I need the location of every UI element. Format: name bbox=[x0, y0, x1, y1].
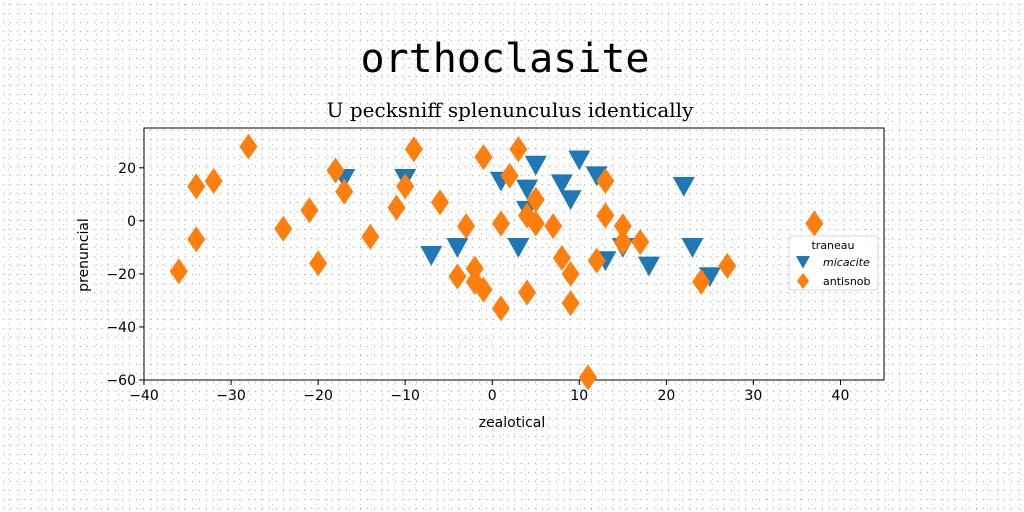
antisnob-marker bbox=[387, 194, 406, 221]
antisnob-marker bbox=[474, 144, 493, 171]
chart-title: orthoclasite bbox=[361, 36, 650, 82]
legend-box bbox=[788, 235, 879, 291]
x-tick-label: −10 bbox=[390, 388, 420, 404]
antisnob-marker bbox=[491, 295, 510, 322]
x-tick-label: 30 bbox=[744, 388, 762, 404]
antisnob-marker bbox=[465, 255, 484, 282]
y-axis-label: prenuncial bbox=[76, 218, 92, 292]
micacite-marker bbox=[516, 179, 539, 200]
antisnob-marker bbox=[326, 157, 345, 184]
antisnob-marker bbox=[579, 364, 597, 391]
micacite-marker bbox=[681, 238, 704, 258]
x-tick-label: 40 bbox=[832, 388, 850, 404]
x-tick-label: 20 bbox=[657, 388, 675, 404]
antisnob-marker bbox=[448, 263, 467, 290]
antisnob-marker bbox=[596, 202, 615, 229]
micacite-marker bbox=[524, 155, 547, 176]
x-tick-label: 0 bbox=[488, 388, 497, 404]
micacite-marker bbox=[559, 190, 582, 211]
micacite-marker bbox=[550, 174, 573, 195]
antisnob-marker bbox=[335, 178, 354, 205]
micacite-marker bbox=[585, 166, 608, 187]
antisnob-marker bbox=[544, 213, 563, 240]
antisnob-marker bbox=[518, 279, 537, 306]
legend-label-micacite: micacite bbox=[823, 256, 870, 269]
micacite-marker bbox=[698, 267, 721, 287]
antisnob-marker bbox=[587, 247, 606, 274]
antisnob-marker bbox=[274, 215, 293, 242]
x-tick-label: 10 bbox=[570, 388, 588, 404]
antisnob-marker bbox=[169, 258, 188, 285]
y-tick-label: −40 bbox=[106, 320, 136, 336]
antisnob-marker bbox=[474, 276, 493, 303]
antisnob-marker bbox=[204, 168, 223, 195]
antisnob-marker bbox=[552, 244, 571, 271]
antisnob-marker bbox=[805, 210, 824, 237]
antisnob-marker bbox=[613, 213, 632, 240]
legend-marker-antisnob bbox=[797, 273, 809, 289]
antisnob-marker bbox=[500, 162, 519, 189]
x-axis-label: zealotical bbox=[479, 415, 546, 431]
antisnob-marker bbox=[300, 197, 319, 224]
antisnob-marker bbox=[396, 173, 415, 200]
legend: traneau micacite antisnob bbox=[788, 235, 879, 291]
data-markers bbox=[169, 133, 824, 391]
micacite-marker bbox=[446, 238, 469, 258]
x-axis: −40 −30 −20 −10 0 10 20 30 40 bbox=[129, 380, 849, 404]
antisnob-marker bbox=[404, 136, 423, 163]
antisnob-marker bbox=[561, 260, 580, 287]
chart-subtitle: U pecksniff splenunculus identically bbox=[327, 98, 694, 122]
micacite-marker bbox=[420, 245, 443, 266]
antisnob-marker bbox=[361, 223, 380, 250]
x-tick-label: −30 bbox=[216, 388, 246, 404]
antisnob-marker bbox=[526, 210, 545, 237]
y-tick-label: 20 bbox=[118, 161, 136, 177]
antisnob-marker bbox=[457, 213, 476, 240]
legend-title: traneau bbox=[811, 239, 854, 252]
y-tick-label: −20 bbox=[106, 267, 136, 283]
micacite-marker bbox=[507, 238, 530, 258]
y-tick-label: 0 bbox=[127, 214, 136, 230]
antisnob-marker bbox=[596, 168, 615, 195]
legend-marker-micacite bbox=[796, 256, 810, 269]
antisnob-marker bbox=[239, 133, 258, 160]
plot-frame bbox=[143, 127, 885, 381]
x-tick-label: −40 bbox=[129, 388, 159, 404]
antisnob-marker bbox=[613, 229, 632, 256]
antisnob-marker bbox=[491, 210, 510, 237]
y-axis: −60 −40 −20 0 20 bbox=[106, 161, 144, 389]
antisnob-marker bbox=[187, 173, 206, 200]
antisnob-marker bbox=[561, 290, 580, 317]
micacite-marker bbox=[637, 256, 660, 277]
antisnob-marker bbox=[526, 186, 545, 213]
antisnob-marker bbox=[631, 229, 650, 256]
legend-label-antisnob: antisnob bbox=[823, 275, 871, 288]
plot-area bbox=[143, 127, 885, 381]
antisnob-marker bbox=[187, 226, 206, 253]
antisnob-marker bbox=[431, 189, 449, 216]
legend-diamond-icon bbox=[797, 273, 809, 289]
micacite-marker bbox=[672, 177, 695, 197]
antisnob-marker bbox=[309, 250, 328, 277]
antisnob-marker bbox=[509, 136, 528, 163]
y-tick-label: −60 bbox=[106, 373, 136, 389]
antisnob-marker bbox=[692, 268, 711, 295]
legend-triangle-icon bbox=[796, 256, 810, 269]
antisnob-marker bbox=[718, 252, 737, 279]
micacite-marker bbox=[568, 150, 591, 171]
x-tick-label: −20 bbox=[303, 388, 333, 404]
